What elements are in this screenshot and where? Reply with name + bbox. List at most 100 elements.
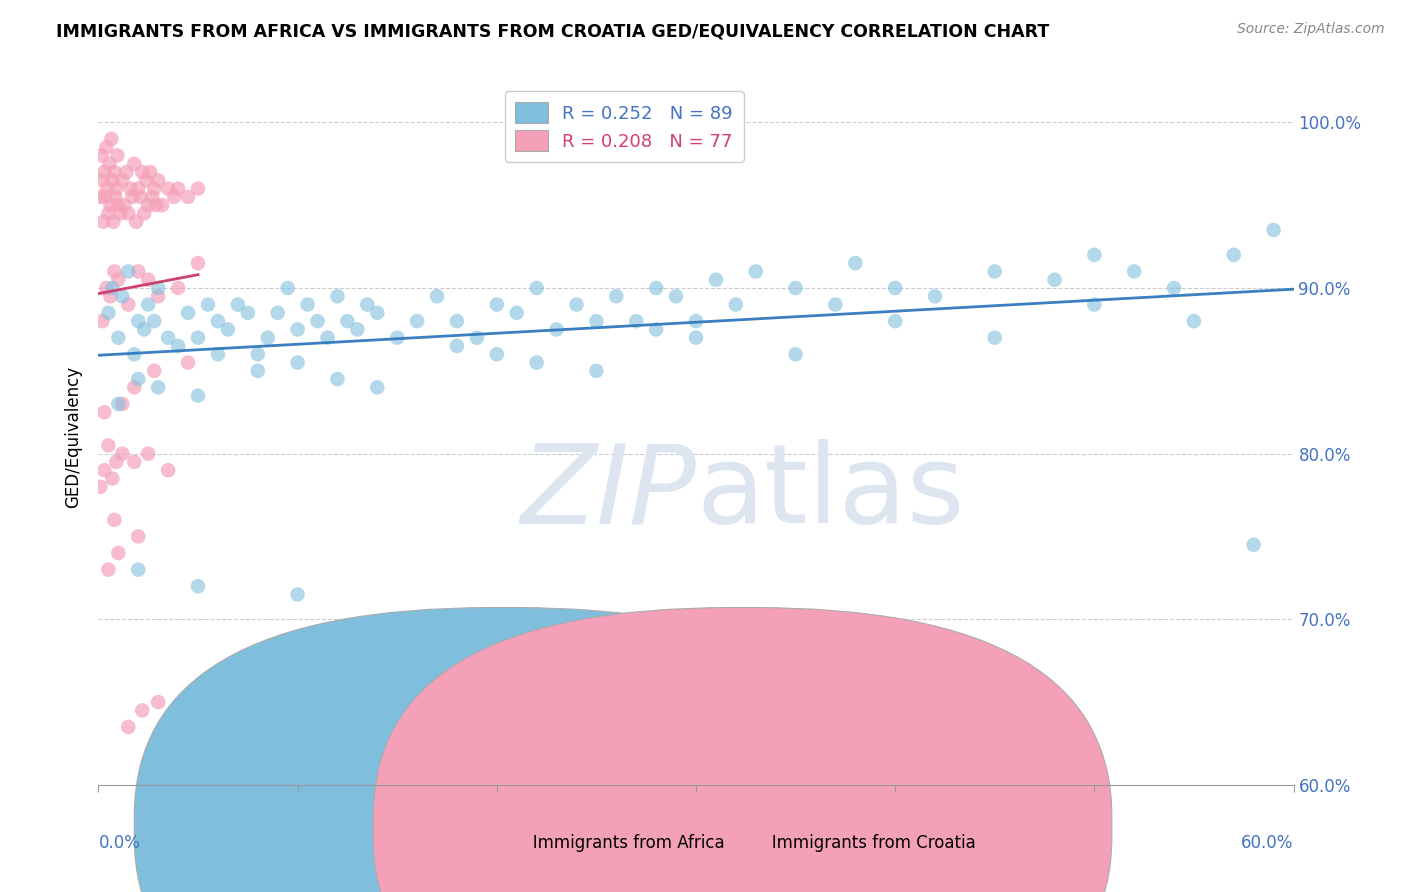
Point: [101, 173, 124, 187]
Point: [277, 281, 299, 295]
Point: [131, 165, 153, 179]
Point: [465, 331, 488, 345]
Point: [143, 314, 166, 328]
Point: [134, 206, 156, 220]
Point: [485, 297, 508, 311]
Point: [226, 297, 249, 311]
Point: [93, 165, 115, 179]
Point: [446, 339, 468, 353]
Text: 60.0%: 60.0%: [1241, 834, 1294, 852]
Point: [141, 190, 163, 204]
Point: [98, 198, 122, 212]
Point: [105, 455, 128, 469]
Point: [107, 198, 129, 212]
Point: [565, 297, 588, 311]
Point: [96, 281, 118, 295]
Point: [117, 206, 139, 220]
Legend: R = 0.252   N = 89, R = 0.208   N = 77: R = 0.252 N = 89, R = 0.208 N = 77: [505, 91, 744, 161]
Point: [605, 289, 627, 303]
Point: [1083, 297, 1105, 311]
Point: [148, 695, 170, 709]
FancyBboxPatch shape: [135, 607, 873, 892]
Point: [207, 347, 229, 361]
Point: [100, 132, 122, 146]
Point: [127, 264, 149, 278]
Point: [1083, 248, 1105, 262]
Text: atlas: atlas: [696, 439, 965, 546]
Point: [111, 397, 134, 411]
Point: [1163, 281, 1185, 295]
Point: [645, 322, 668, 336]
Point: [187, 389, 209, 403]
Point: [585, 364, 607, 378]
Point: [685, 314, 707, 328]
Y-axis label: GED/Equivalency: GED/Equivalency: [65, 366, 83, 508]
Point: [125, 215, 148, 229]
Point: [685, 331, 707, 345]
Point: [526, 281, 548, 295]
Text: ZIP: ZIP: [520, 439, 696, 546]
Point: [97, 438, 120, 452]
Point: [297, 297, 319, 311]
Point: [177, 355, 200, 369]
Point: [131, 703, 153, 717]
Point: [745, 264, 768, 278]
Point: [111, 173, 134, 187]
Point: [366, 380, 388, 394]
Point: [163, 190, 186, 204]
Point: [385, 612, 409, 626]
Point: [105, 148, 128, 162]
Point: [91, 314, 114, 328]
Point: [385, 331, 409, 345]
Point: [167, 281, 190, 295]
Point: [101, 471, 124, 485]
Point: [96, 181, 118, 195]
Point: [148, 281, 170, 295]
Point: [724, 297, 747, 311]
Point: [167, 181, 190, 195]
Point: [143, 364, 166, 378]
Point: [93, 463, 115, 477]
FancyBboxPatch shape: [374, 607, 1112, 892]
Point: [336, 314, 359, 328]
Point: [101, 281, 124, 295]
Point: [127, 529, 149, 543]
Point: [785, 281, 807, 295]
Point: [110, 206, 132, 220]
Point: [148, 173, 170, 187]
Point: [167, 339, 190, 353]
Point: [98, 289, 122, 303]
Point: [406, 314, 429, 328]
Point: [356, 297, 378, 311]
Point: [246, 364, 269, 378]
Point: [136, 273, 159, 287]
Point: [148, 289, 170, 303]
Point: [267, 306, 290, 320]
Point: [136, 447, 159, 461]
Text: Source: ZipAtlas.com: Source: ZipAtlas.com: [1237, 22, 1385, 37]
Point: [287, 322, 309, 336]
Point: [526, 355, 548, 369]
Point: [150, 198, 173, 212]
Point: [824, 297, 846, 311]
Point: [287, 355, 309, 369]
Point: [197, 297, 219, 311]
Point: [346, 322, 368, 336]
Point: [217, 322, 239, 336]
Point: [112, 198, 135, 212]
Point: [704, 273, 727, 287]
Point: [103, 513, 125, 527]
Point: [97, 306, 120, 320]
Point: [984, 264, 1007, 278]
Point: [157, 463, 180, 477]
Point: [157, 331, 180, 345]
Point: [107, 546, 129, 560]
Point: [139, 165, 162, 179]
Point: [884, 281, 907, 295]
Point: [665, 289, 688, 303]
Point: [134, 322, 156, 336]
Point: [446, 314, 468, 328]
Point: [107, 397, 129, 411]
Point: [93, 215, 115, 229]
Point: [1223, 248, 1246, 262]
